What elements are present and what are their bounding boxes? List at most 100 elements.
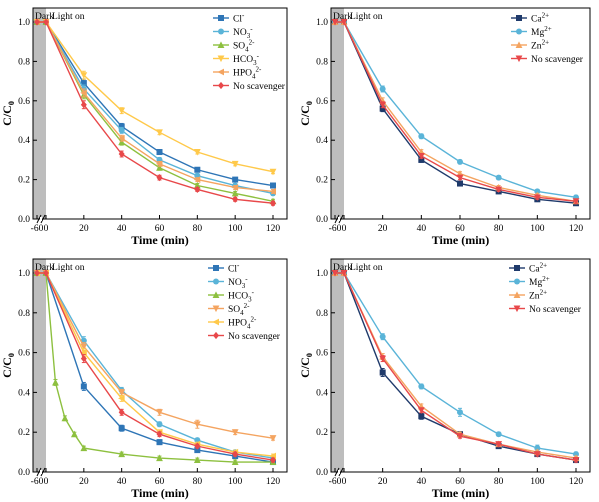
data-point xyxy=(193,421,201,428)
data-point xyxy=(118,394,125,402)
axis-break-mark xyxy=(338,214,344,224)
data-point xyxy=(193,149,201,156)
legend-swatch-marker xyxy=(212,305,220,313)
x-tick-label: 120 xyxy=(569,477,584,487)
legend-label: Ca2+ xyxy=(529,262,547,275)
light-on-label: Light on xyxy=(52,12,85,22)
legend-label: Ca2+ xyxy=(531,12,549,25)
x-tick-label: 40 xyxy=(417,224,427,234)
legend-swatch-marker xyxy=(213,278,219,285)
y-tick-label: 1.0 xyxy=(316,269,328,279)
series xyxy=(33,18,276,195)
data-point xyxy=(193,456,201,464)
legend-label: No scavenger xyxy=(529,305,582,315)
legend-swatch-marker xyxy=(515,55,523,63)
series xyxy=(332,270,579,464)
series-line xyxy=(335,272,577,455)
data-point xyxy=(457,158,463,165)
data-point xyxy=(193,176,201,183)
plot-frame xyxy=(330,258,591,473)
legend-label: No scavenger xyxy=(531,55,584,65)
legend-swatch-marker xyxy=(515,41,523,48)
data-point xyxy=(231,458,239,466)
series-line xyxy=(37,21,274,193)
axis-break-mark xyxy=(36,467,42,477)
data-point xyxy=(417,152,425,160)
legend-swatch-marker xyxy=(516,28,522,35)
data-point xyxy=(533,194,541,201)
data-point xyxy=(80,444,88,452)
x-tick-label: -60 xyxy=(31,224,44,234)
data-point xyxy=(80,354,87,363)
x-tick-label: 0 xyxy=(342,224,347,234)
data-point xyxy=(379,105,386,112)
y-axis-label: C/C0 xyxy=(298,353,314,378)
y-tick-label: 0.0 xyxy=(18,468,30,478)
data-point xyxy=(269,188,276,195)
legend: Cl-NO3-HCO3-SO42-HPO42-No scavenger xyxy=(208,262,281,342)
data-point xyxy=(43,269,49,277)
x-tick-label: 100 xyxy=(530,224,545,234)
axis-break-gap xyxy=(338,217,340,221)
x-axis-label: Time (min) xyxy=(131,233,188,247)
dark-label: Dark xyxy=(35,263,54,273)
legend-label: Zn2+ xyxy=(529,289,547,302)
axis-break-mark xyxy=(334,214,340,224)
data-point xyxy=(34,18,40,26)
y-tick-label: 0.2 xyxy=(316,428,328,438)
data-point xyxy=(270,456,276,464)
axis-break-mark xyxy=(40,467,46,477)
x-tick-label: 0 xyxy=(44,477,49,487)
x-tick-label: 20 xyxy=(378,224,388,234)
x-tick-label: 80 xyxy=(193,224,203,234)
legend-swatch-marker xyxy=(513,305,521,313)
series xyxy=(332,19,579,207)
y-tick-label: 0.6 xyxy=(18,97,30,107)
data-point xyxy=(231,160,239,168)
data-point xyxy=(194,447,201,454)
y-axis-label: C/C0 xyxy=(0,101,16,126)
data-point xyxy=(80,89,87,97)
x-tick-label: 100 xyxy=(228,224,243,234)
data-point xyxy=(418,383,425,390)
dark-region xyxy=(33,8,46,219)
legend-label: HPO42- xyxy=(228,316,257,331)
data-point xyxy=(118,425,125,432)
x-tick-label: 120 xyxy=(266,224,281,234)
data-point xyxy=(270,199,276,207)
data-point xyxy=(418,133,425,140)
data-point xyxy=(118,107,126,115)
y-tick-label: 0.6 xyxy=(18,349,30,359)
data-point xyxy=(231,429,239,436)
legend-swatch-marker xyxy=(217,68,224,76)
legend-swatch-marker xyxy=(218,15,224,21)
data-point xyxy=(495,186,503,194)
legend-swatch-marker xyxy=(217,55,225,63)
legend-label: HCO3- xyxy=(228,289,255,304)
data-point xyxy=(572,198,580,205)
x-tick-label: 60 xyxy=(155,224,165,234)
data-point xyxy=(340,270,348,277)
data-point xyxy=(156,149,163,156)
data-point xyxy=(52,378,59,386)
y-tick-label: 0.0 xyxy=(316,215,328,225)
data-point xyxy=(193,181,201,189)
x-tick-label: 40 xyxy=(417,477,427,487)
data-point xyxy=(417,407,425,414)
x-axis-label: Time (min) xyxy=(131,486,188,500)
legend-swatch-marker xyxy=(514,265,520,271)
data-point xyxy=(231,189,239,197)
legend-label: SO42- xyxy=(233,39,255,54)
light-on-label: Light on xyxy=(350,12,383,22)
y-axis-label: C/C0 xyxy=(0,353,16,378)
data-point xyxy=(118,127,125,134)
data-point xyxy=(194,166,201,173)
x-tick-label: 60 xyxy=(455,224,465,234)
legend: Ca2+Mg2+Zn2+ No scavenger xyxy=(509,262,582,315)
data-point xyxy=(457,180,463,187)
axis-break-mark xyxy=(338,467,344,477)
legend-swatch-marker xyxy=(513,291,521,298)
legend-swatch-marker xyxy=(213,265,219,271)
y-tick-label: 0.4 xyxy=(316,388,328,398)
